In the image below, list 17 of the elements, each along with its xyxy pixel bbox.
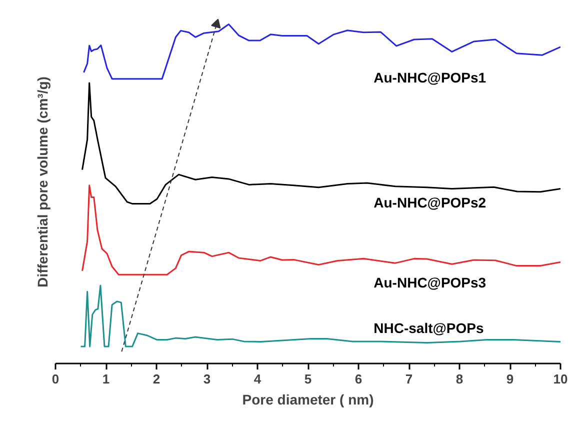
x-tick-label: 8 (456, 372, 464, 386)
x-tick-label: 3 (203, 372, 211, 386)
x-tick-label: 6 (354, 372, 362, 386)
y-axis-title: Differential pore volume (cm³/g) (34, 76, 50, 288)
x-tick-label: 10 (553, 372, 568, 386)
series-label: Au-NHC@POPs2 (374, 194, 486, 210)
x-tick-label: 1 (102, 372, 110, 386)
x-tick-label: 9 (506, 372, 514, 386)
x-tick-label: 4 (254, 372, 262, 386)
x-tick-label: 2 (152, 372, 160, 386)
x-tick-label: 5 (304, 372, 312, 386)
series-label: Au-NHC@POPs3 (374, 274, 486, 290)
x-tick-label: 7 (405, 372, 413, 386)
x-axis-title: Pore diameter ( nm) (242, 392, 374, 408)
text: Au-NHC@POPs1 (374, 70, 486, 86)
x-tick-label: 0 (52, 372, 60, 386)
series-label: NHC-salt@POPs (374, 320, 484, 336)
